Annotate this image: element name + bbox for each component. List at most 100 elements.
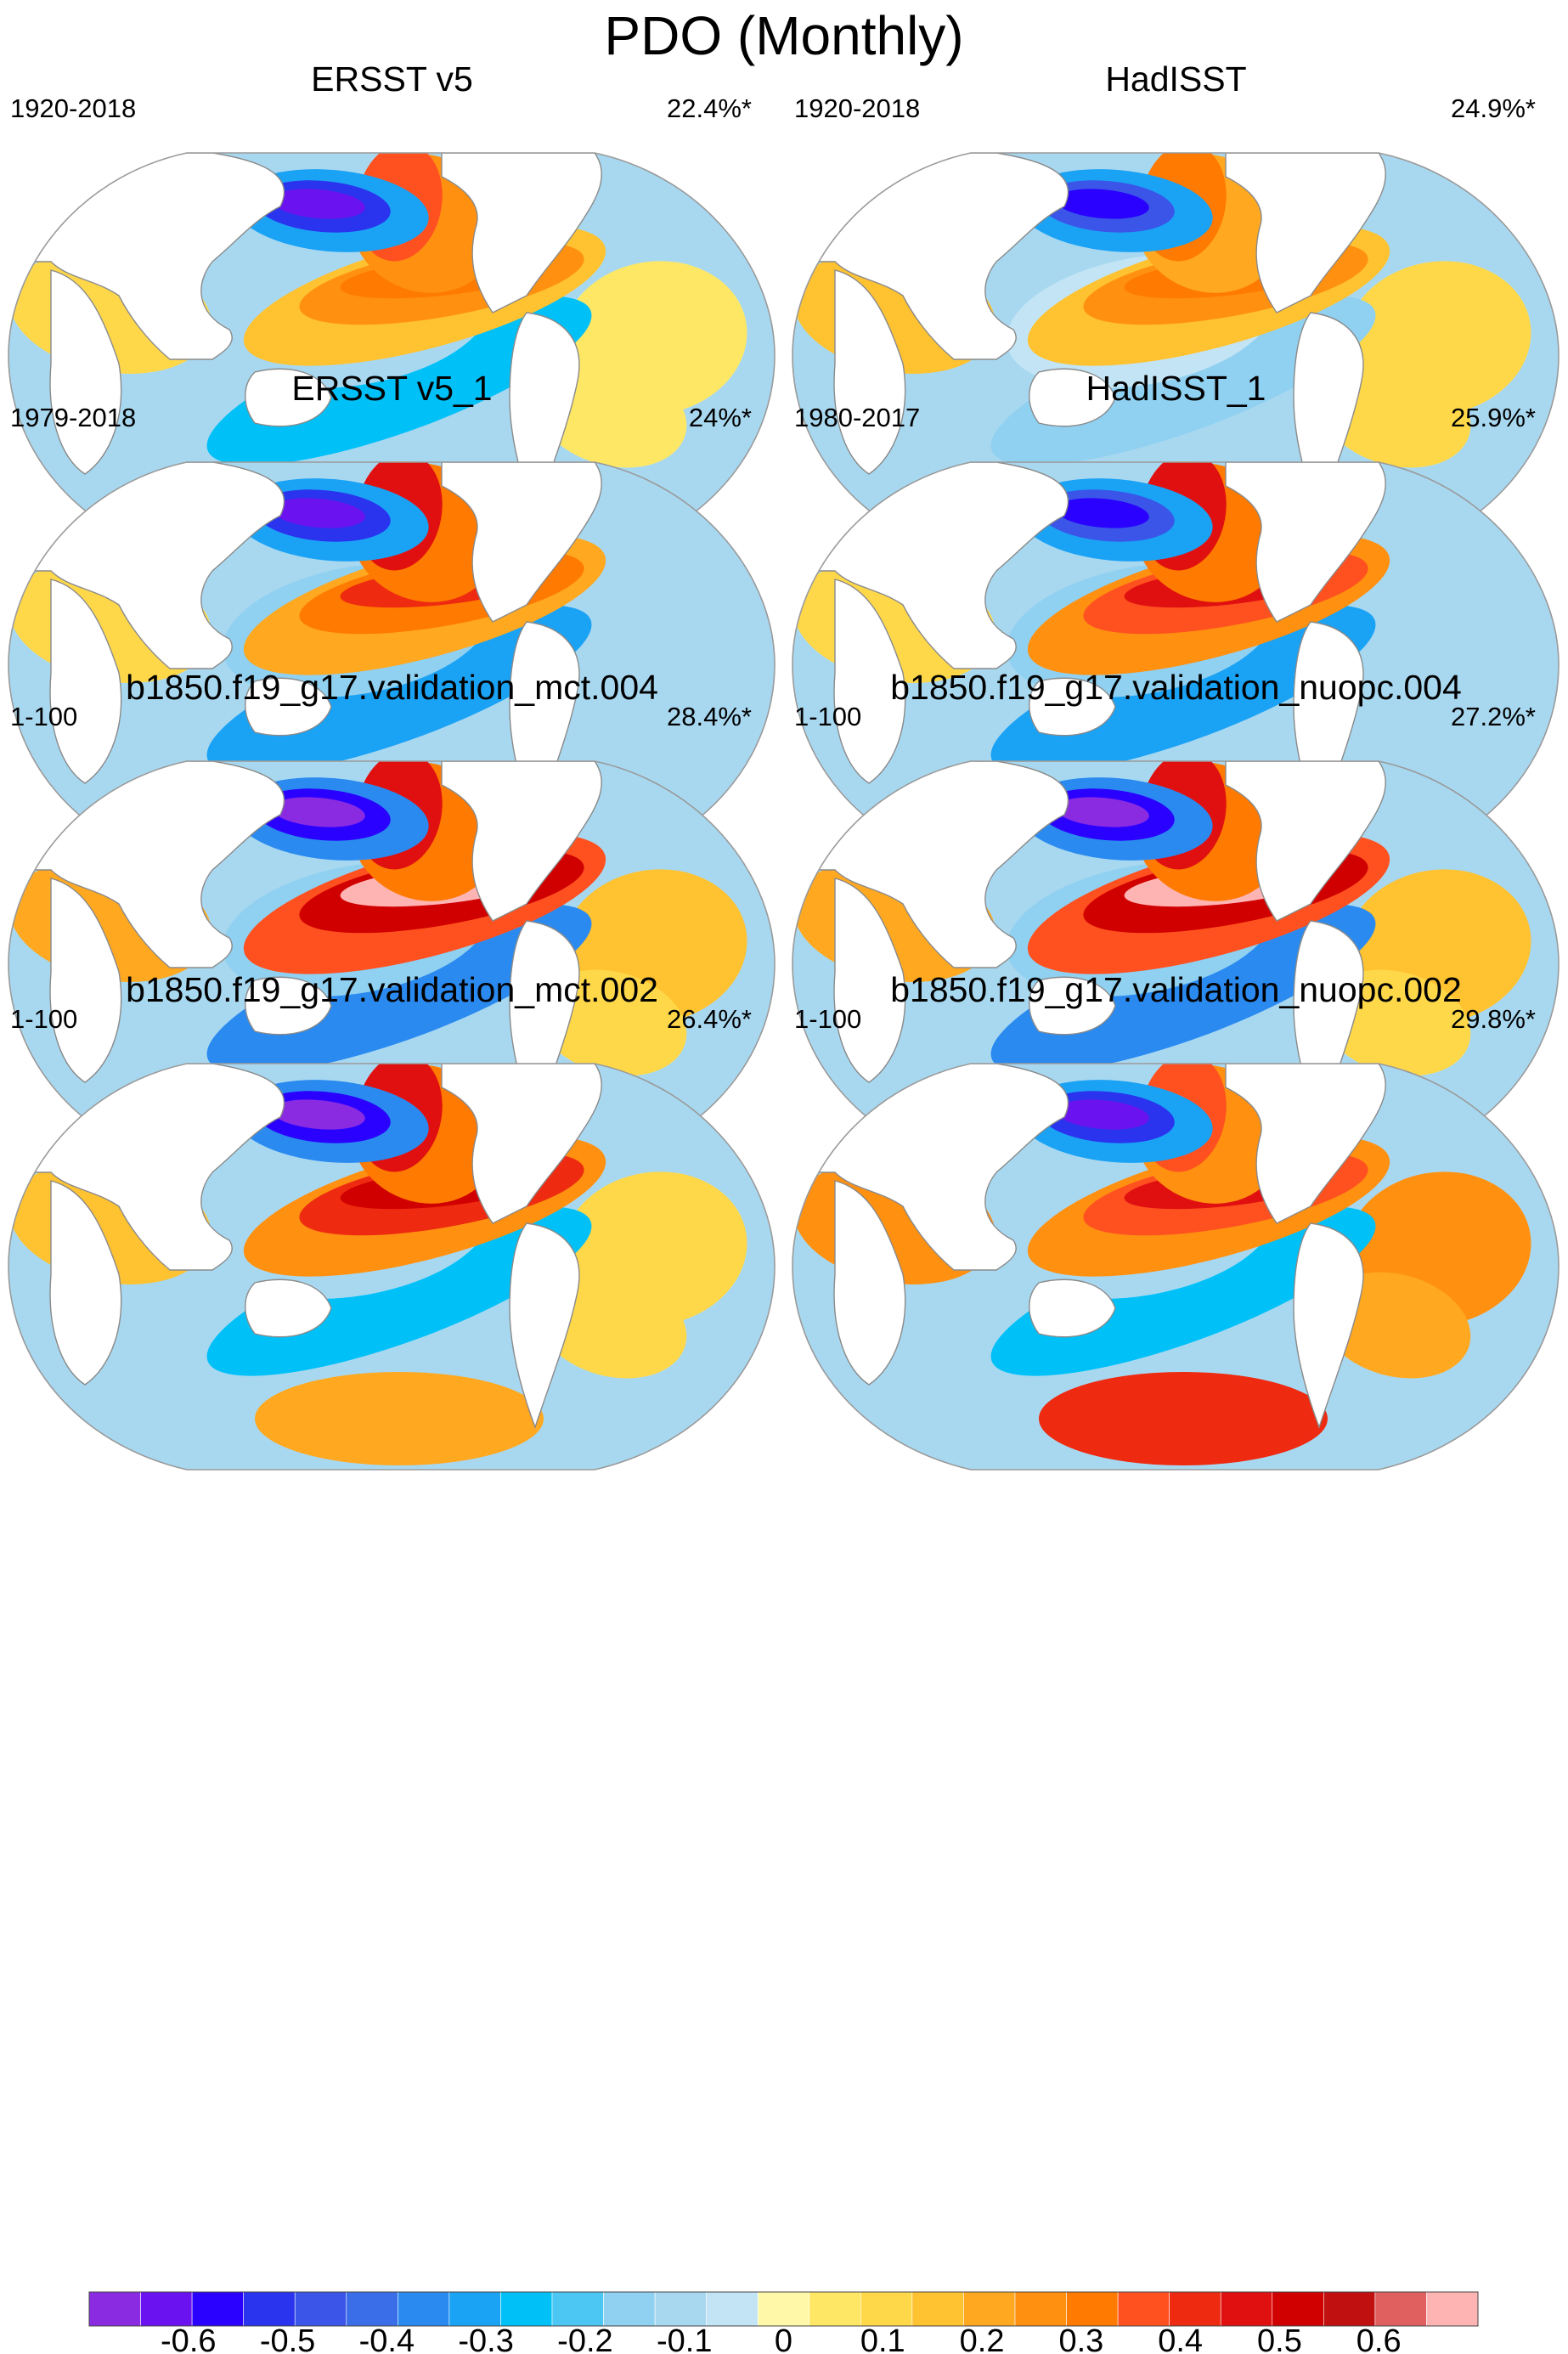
panel-title: b1850.f19_g17.validation_nuopc.004 bbox=[890, 668, 1462, 707]
colorbar-tick-label: 0.5 bbox=[1257, 2323, 1302, 2354]
colorbar-swatch bbox=[1323, 2291, 1376, 2327]
colorbar-tick-label: -0.3 bbox=[458, 2323, 513, 2354]
colorbar-swatch bbox=[1117, 2291, 1170, 2327]
panel-period: 1-100 bbox=[10, 1004, 78, 1034]
panel-variance-explained: 29.8%* bbox=[1451, 1004, 1536, 1034]
africa-land bbox=[49, 579, 122, 784]
panel-period: 1-100 bbox=[794, 702, 862, 731]
colorbar-swatch bbox=[1272, 2291, 1324, 2327]
north-america-land bbox=[1225, 761, 1386, 922]
colorbar-swatch bbox=[500, 2291, 553, 2327]
australia-land bbox=[245, 976, 332, 1036]
australia-land bbox=[1029, 1279, 1116, 1338]
colorbar-swatch bbox=[809, 2291, 861, 2327]
colorbar-swatch bbox=[140, 2291, 193, 2327]
colorbar-swatch bbox=[911, 2291, 964, 2327]
colorbar-swatch bbox=[243, 2291, 296, 2327]
australia-land bbox=[245, 368, 332, 427]
panel-title: b1850.f19_g17.validation_mct.002 bbox=[126, 970, 658, 1009]
panel-variance-explained: 25.9%* bbox=[1451, 403, 1536, 432]
colorbar-swatch bbox=[1014, 2291, 1067, 2327]
panel-variance-explained: 24.9%* bbox=[1451, 93, 1536, 123]
australia-land bbox=[245, 1279, 332, 1338]
colorbar-swatch bbox=[654, 2291, 707, 2327]
colorbar-swatch bbox=[88, 2291, 141, 2327]
colorbar-swatch bbox=[860, 2291, 913, 2327]
australia-land bbox=[1029, 368, 1116, 427]
north-pacific-cold-core bbox=[272, 189, 365, 219]
colorbar-tick-label: -0.5 bbox=[260, 2323, 315, 2354]
panel-period: 1979-2018 bbox=[10, 403, 137, 432]
colorbar-swatch bbox=[191, 2291, 244, 2327]
panel-variance-explained: 24%* bbox=[688, 403, 752, 432]
north-america-land bbox=[441, 1064, 602, 1224]
panel-title: b1850.f19_g17.validation_nuopc.002 bbox=[890, 970, 1462, 1009]
africa-land bbox=[49, 1180, 122, 1386]
panel-title: HadISST_1 bbox=[1086, 369, 1266, 408]
colorbar: -0.6 -0.5 -0.4 -0.3 -0.2 -0.1 0 0.1 0.2 0.3 0.4 0.5… bbox=[88, 2291, 1479, 2354]
southern-pacific-anomaly bbox=[255, 1372, 544, 1465]
south-america-land bbox=[1293, 1222, 1364, 1430]
north-pacific-cold-core bbox=[1056, 498, 1149, 528]
sst-field bbox=[8, 1064, 775, 1470]
africa-land bbox=[833, 579, 906, 784]
africa-land bbox=[833, 878, 906, 1083]
africa-land bbox=[833, 1180, 906, 1386]
australia-land bbox=[1029, 976, 1116, 1036]
colorbar-tick-label: 0.2 bbox=[960, 2323, 1005, 2354]
north-pacific-cold-core bbox=[272, 1099, 365, 1130]
colorbar-tick-label: -0.1 bbox=[657, 2323, 712, 2354]
southern-pacific-anomaly bbox=[1039, 1372, 1328, 1465]
australia-land bbox=[245, 677, 332, 737]
colorbar-tick-label: 0 bbox=[775, 2323, 792, 2354]
colorbar-tick-label: -0.2 bbox=[557, 2323, 612, 2354]
panel-period: 1920-2018 bbox=[10, 93, 137, 123]
colorbar-swatch bbox=[398, 2291, 450, 2327]
north-pacific-cold-core bbox=[1056, 189, 1149, 219]
north-pacific-cold-core bbox=[1056, 1099, 1149, 1130]
north-america-land bbox=[441, 462, 602, 623]
map-panel: b1850.f19_g17.validation_nuopc.002 1-100 2… bbox=[784, 968, 1568, 1512]
colorbar-tick-label: -0.4 bbox=[359, 2323, 415, 2354]
colorbar-swatch bbox=[963, 2291, 1016, 2327]
panel-variance-explained: 28.4%* bbox=[667, 702, 752, 731]
colorbar-tick-label: 0.3 bbox=[1058, 2323, 1103, 2354]
colorbar-swatch bbox=[706, 2291, 759, 2327]
world-map bbox=[8, 1063, 776, 1471]
north-america-land bbox=[441, 761, 602, 922]
colorbar-swatch bbox=[346, 2291, 398, 2327]
north-america-land bbox=[1225, 1064, 1386, 1224]
australia-land bbox=[1029, 677, 1116, 737]
map-outline bbox=[792, 1063, 1560, 1471]
panel-period: 1-100 bbox=[794, 1004, 862, 1034]
north-pacific-cold-core bbox=[272, 498, 365, 528]
colorbar-swatch bbox=[603, 2291, 656, 2327]
colorbar-tick-label: 0.4 bbox=[1158, 2323, 1203, 2354]
colorbar-swatch bbox=[1374, 2291, 1427, 2327]
panel-title: ERSST v5_1 bbox=[291, 369, 493, 408]
panel-variance-explained: 26.4%* bbox=[667, 1004, 752, 1034]
north-america-land bbox=[441, 153, 602, 313]
south-america-land bbox=[509, 1222, 580, 1430]
north-america-land bbox=[1225, 153, 1386, 313]
colorbar-frame bbox=[88, 2291, 1479, 2327]
colorbar-tick-label: -0.6 bbox=[161, 2323, 216, 2354]
panel-title: HadISST bbox=[1105, 59, 1247, 99]
colorbar-tick-label: 0.6 bbox=[1356, 2323, 1402, 2354]
panel-title: b1850.f19_g17.validation_mct.004 bbox=[126, 668, 658, 707]
panel-title: ERSST v5 bbox=[311, 59, 473, 99]
north-pacific-cold-core bbox=[1056, 797, 1149, 827]
colorbar-swatch bbox=[294, 2291, 347, 2327]
colorbar-swatch bbox=[1169, 2291, 1221, 2327]
colorbar-swatch bbox=[1426, 2291, 1479, 2327]
map-panel: b1850.f19_g17.validation_mct.002 1-100 26.… bbox=[0, 968, 784, 1512]
sst-field bbox=[792, 1064, 1559, 1470]
colorbar-tick-label: 0.1 bbox=[860, 2323, 905, 2354]
north-pacific-cold-core bbox=[272, 797, 365, 827]
panel-period: 1920-2018 bbox=[794, 93, 921, 123]
panel-variance-explained: 22.4%* bbox=[667, 93, 752, 123]
figure-title: PDO (Monthly) bbox=[604, 5, 964, 66]
africa-land bbox=[833, 269, 906, 475]
colorbar-swatch bbox=[551, 2291, 604, 2327]
panel-period: 1-100 bbox=[10, 702, 78, 731]
